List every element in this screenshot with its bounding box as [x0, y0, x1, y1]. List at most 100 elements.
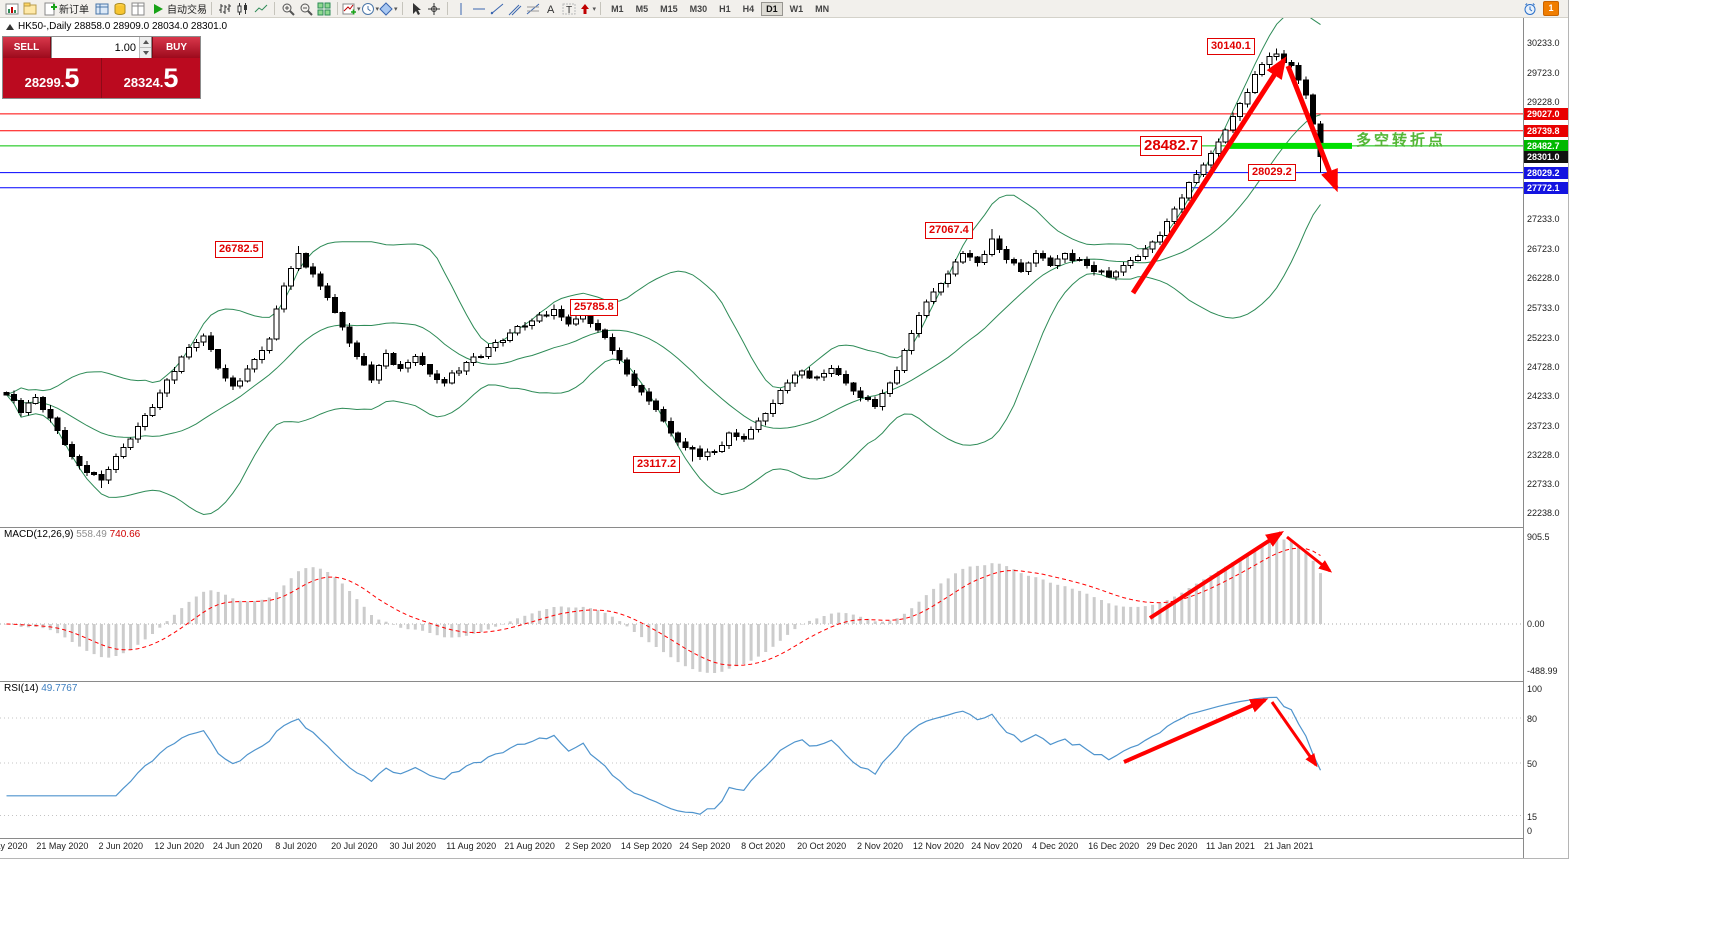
vertical-line-icon[interactable] [452, 1, 470, 17]
time-axis-separator [0, 838, 1568, 839]
price-callout: 28482.7 [1140, 136, 1203, 156]
volume-input[interactable]: 1.00 [51, 37, 152, 58]
cursor-icon[interactable] [407, 1, 425, 17]
arrow-shapes-icon[interactable]: ▾ [578, 1, 596, 17]
date-label: 16 Dec 2020 [1088, 841, 1140, 851]
price-tick-label: 23723.0 [1527, 420, 1560, 431]
data-window-icon[interactable] [129, 1, 147, 17]
notifications-badge[interactable]: 1 [1543, 1, 1559, 16]
buy-price[interactable]: 28324. 5 [102, 58, 200, 98]
autotrading-label: 自动交易 [167, 5, 207, 16]
date-label: 30 Jul 2020 [389, 841, 437, 851]
macd-axis-label: 0.00 [1527, 619, 1545, 629]
tf-h1[interactable]: H1 [719, 3, 731, 14]
buy-price-main: 28324. [123, 74, 164, 90]
price-axis[interactable]: 30233.0 29723.0 29228.0 27233.0 26723.0 26228… [1523, 18, 1568, 858]
date-label: 24 Nov 2020 [971, 841, 1023, 851]
history-center-icon[interactable] [111, 1, 129, 17]
periods-icon[interactable]: ▾ [361, 1, 380, 17]
price-tick-label: 29228.0 [1527, 97, 1560, 108]
tf-m1[interactable]: M1 [611, 3, 624, 14]
alarm-clock-icon[interactable] [1521, 1, 1539, 17]
price-callout: 27067.4 [925, 222, 973, 239]
price-callout: 30140.1 [1207, 38, 1255, 55]
macd-label: MACD(12,26,9) 558.49 740.66 [4, 529, 141, 540]
volume-decrease-button[interactable] [140, 47, 151, 58]
price-tick-label: 24233.0 [1527, 390, 1560, 401]
price-tick-label: 23228.0 [1527, 449, 1560, 460]
sell-price[interactable]: 28299. 5 [3, 58, 102, 98]
bar-chart-icon[interactable] [216, 1, 234, 17]
rsi-axis-label: 15 [1527, 811, 1538, 822]
new-order-button[interactable]: 新订单 [43, 1, 89, 17]
tf-m15[interactable]: M15 [660, 3, 678, 14]
price-line-tag: 29027.0 [1524, 107, 1568, 120]
sell-button[interactable]: SELL [3, 37, 51, 58]
tf-h4[interactable]: H4 [742, 3, 755, 14]
price-callout: 23117.2 [633, 456, 681, 473]
text-icon[interactable]: A [542, 1, 560, 17]
chart-canvas[interactable] [0, 0, 1523, 856]
toolbar-separator [446, 2, 448, 15]
fibonacci-icon[interactable] [524, 1, 542, 17]
tf-d1[interactable]: D1 [761, 1, 783, 16]
date-label: 21 May 2020 [36, 841, 89, 851]
price-tick-label: 22238.0 [1527, 508, 1560, 518]
chart-profiles-icon[interactable] [21, 1, 39, 17]
autotrading-icon [154, 3, 163, 14]
equidistant-channel-icon[interactable] [506, 1, 524, 17]
tf-m5[interactable]: M5 [635, 3, 649, 14]
autotrading-button[interactable]: 自动交易 [151, 1, 207, 17]
volume-value[interactable]: 1.00 [114, 41, 136, 54]
tf-mn[interactable]: MN [815, 3, 830, 14]
horizontal-line-icon[interactable] [470, 1, 488, 17]
rsi-axis-label: 50 [1527, 759, 1538, 769]
main-toolbar: 新订单 自动交易 [0, 0, 1568, 18]
price-callout: 26782.5 [215, 241, 263, 258]
price-callout: 28029.2 [1248, 164, 1296, 181]
chart-window-icon[interactable] [3, 1, 21, 17]
market-watch-icon[interactable] [93, 1, 111, 17]
line-chart-icon[interactable] [252, 1, 270, 17]
trendline-icon[interactable] [488, 1, 506, 17]
rsi-panel-separator[interactable] [0, 681, 1568, 682]
mt4-window: 新订单 自动交易 [0, 0, 1569, 859]
price-tick-label: 22733.0 [1527, 478, 1560, 489]
date-label: 8 Jul 2020 [275, 841, 317, 851]
buy-button[interactable]: BUY [152, 37, 200, 58]
volume-increase-button[interactable] [140, 37, 151, 47]
timeframe-group: M1 M5 M15 M30 H1 H4 D1 W1 MN [605, 1, 835, 16]
price-tick-label: 26723.0 [1527, 244, 1560, 255]
one-click-trading-panel: SELL 1.00 BUY 28299. 5 28324. 5 [2, 36, 201, 99]
zoom-in-icon[interactable] [279, 1, 297, 17]
indicators-icon[interactable]: ▾ [342, 1, 361, 17]
date-label: 2 Nov 2020 [856, 841, 904, 851]
zoom-out-icon[interactable] [297, 1, 315, 17]
candlestick-chart-icon[interactable] [234, 1, 252, 17]
templates-icon[interactable]: ▾ [379, 1, 398, 17]
time-axis[interactable]: 1 May 2020 21 May 2020 2 Jun 2020 12 Jun 20… [0, 841, 1523, 856]
tf-m30[interactable]: M30 [689, 3, 708, 14]
tf-w1[interactable]: W1 [789, 3, 804, 14]
collapse-chart-icon[interactable] [6, 23, 14, 30]
rsi-axis-label: 0 [1527, 826, 1533, 836]
symbol-ohlc-line: HK50-,Daily 28858.0 28909.0 28034.0 2830… [18, 21, 228, 32]
tile-windows-icon[interactable] [315, 1, 333, 17]
price-tick-label: 29723.0 [1527, 67, 1560, 78]
toolbar-separator [211, 2, 212, 15]
dropdown-caret-icon: ▾ [375, 5, 380, 13]
crosshair-icon[interactable] [425, 1, 443, 17]
price-line-tag: 28029.2 [1524, 166, 1568, 179]
macd-panel-separator[interactable] [0, 527, 1568, 528]
price-callout: 25785.8 [570, 299, 618, 316]
new-order-icon [44, 2, 57, 15]
macd-axis-label: -488.99 [1527, 666, 1558, 676]
date-label: 14 Sep 2020 [620, 841, 672, 851]
chart-title: HK50-,Daily 28858.0 28909.0 28034.0 2830… [6, 21, 227, 32]
text-label-icon[interactable]: T [560, 1, 578, 17]
date-label: 20 Oct 2020 [797, 841, 847, 851]
price-tick-label: 27233.0 [1527, 214, 1560, 225]
up-arrow-icon [142, 40, 149, 44]
date-label: 21 Aug 2020 [504, 841, 555, 851]
